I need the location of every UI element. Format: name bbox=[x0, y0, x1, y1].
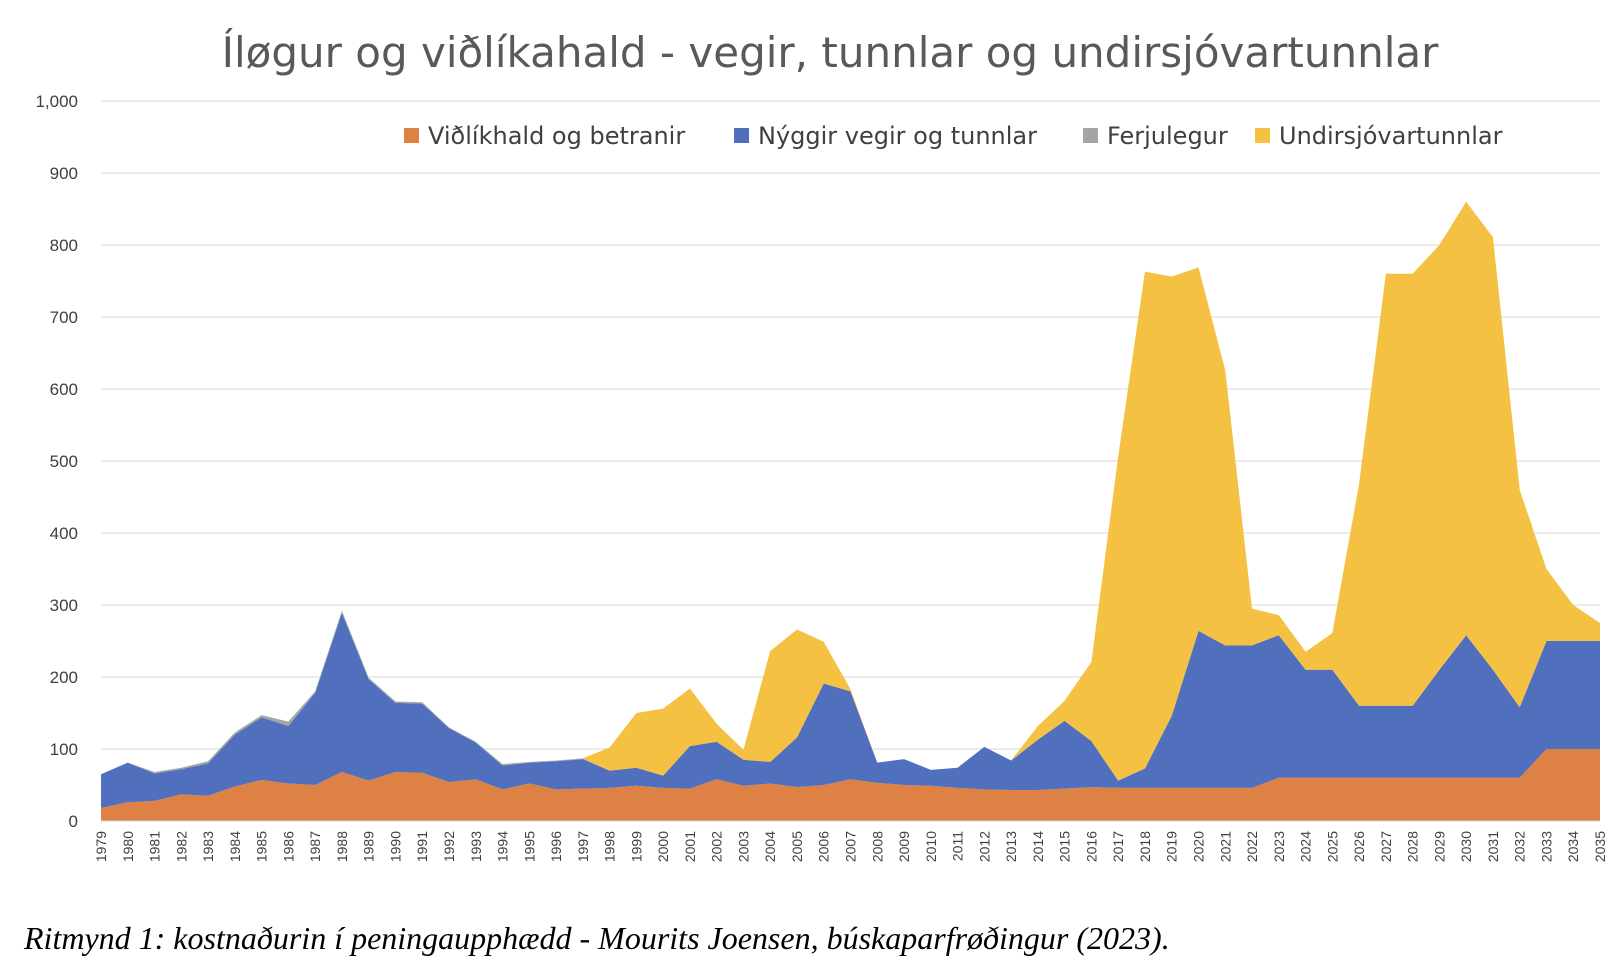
x-tick-label: 2008 bbox=[869, 831, 885, 862]
x-tick-label: 2025 bbox=[1324, 831, 1340, 862]
x-tick-label: 1980 bbox=[120, 831, 136, 862]
x-tick-label: 2014 bbox=[1030, 831, 1046, 862]
axes: 0 100 200 300 400 500 600 700 800 900 1,000 1979 198… bbox=[35, 92, 1608, 862]
x-tick-label: 2013 bbox=[1003, 831, 1019, 862]
area-vi-l-khald-og-betranir bbox=[101, 749, 1600, 821]
y-tick-label: 700 bbox=[50, 308, 78, 327]
area-series bbox=[101, 201, 1600, 821]
x-tick-label: 2021 bbox=[1217, 831, 1233, 862]
x-tick-label: 1994 bbox=[495, 831, 511, 862]
x-tick-label: 1992 bbox=[441, 831, 457, 862]
x-tick-label: 1995 bbox=[521, 831, 537, 862]
y-tick-label: 400 bbox=[50, 524, 78, 543]
y-tick-label: 1,000 bbox=[35, 92, 78, 111]
x-tick-label: 1987 bbox=[307, 831, 323, 862]
y-tick-label: 900 bbox=[50, 164, 78, 183]
legend-label: Viðlíkhald og betranir bbox=[428, 122, 685, 150]
x-tick-label: 2032 bbox=[1512, 831, 1528, 862]
x-tick-label: 2018 bbox=[1137, 831, 1153, 862]
x-tick-label: 1998 bbox=[602, 831, 618, 862]
x-tick-label: 2022 bbox=[1244, 831, 1260, 862]
x-tick-label: 2024 bbox=[1298, 831, 1314, 862]
x-tick-label: 2019 bbox=[1164, 831, 1180, 862]
x-tick-label: 2029 bbox=[1431, 831, 1447, 862]
x-tick-label: 2028 bbox=[1405, 831, 1421, 862]
x-tick-label: 1982 bbox=[173, 831, 189, 862]
x-tick-label: 2017 bbox=[1110, 831, 1126, 862]
y-tick-label: 0 bbox=[69, 812, 78, 831]
y-tick-label: 200 bbox=[50, 668, 78, 687]
area-n-ggir-vegir-og-tunnlar bbox=[101, 612, 1600, 809]
x-tick-label: 1993 bbox=[468, 831, 484, 862]
legend: Viðlíkhald og betranir Nýggir vegir og tu… bbox=[404, 122, 1503, 150]
x-tick-label: 1996 bbox=[548, 831, 564, 862]
x-tick-label: 2009 bbox=[896, 831, 912, 862]
y-tick-label: 600 bbox=[50, 380, 78, 399]
figure-caption: Ritmynd 1: kostnaðurin í peningaupphædd … bbox=[24, 920, 1170, 956]
x-tick-label: 2035 bbox=[1592, 831, 1608, 862]
legend-swatch bbox=[1083, 128, 1098, 143]
legend-label: Nýggir vegir og tunnlar bbox=[758, 122, 1037, 150]
x-tick-label: 2034 bbox=[1565, 831, 1581, 862]
x-tick-label: 2016 bbox=[1083, 831, 1099, 862]
legend-swatch bbox=[734, 128, 749, 143]
x-tick-label: 2027 bbox=[1378, 831, 1394, 862]
y-tick-label: 500 bbox=[50, 452, 78, 471]
y-tick-label: 800 bbox=[50, 236, 78, 255]
x-tick-label: 2000 bbox=[655, 831, 671, 862]
x-tick-label: 1979 bbox=[93, 831, 109, 862]
y-tick-label: 300 bbox=[50, 596, 78, 615]
x-tick-label: 2026 bbox=[1351, 831, 1367, 862]
x-tick-label: 1990 bbox=[387, 831, 403, 862]
legend-label: Ferjulegur bbox=[1107, 122, 1228, 150]
x-tick-label: 2030 bbox=[1458, 831, 1474, 862]
x-tick-label: 2033 bbox=[1538, 831, 1554, 862]
x-tick-label: 2020 bbox=[1190, 831, 1206, 862]
x-tick-label: 2005 bbox=[789, 831, 805, 862]
legend-swatch bbox=[404, 128, 419, 143]
x-tick-label: 1984 bbox=[227, 831, 243, 862]
x-tick-label: 2011 bbox=[950, 831, 966, 861]
legend-swatch bbox=[1255, 128, 1270, 143]
x-tick-label: 2001 bbox=[682, 831, 698, 862]
x-tick-label: 2010 bbox=[923, 831, 939, 862]
x-tick-label: 1997 bbox=[575, 831, 591, 862]
x-tick-label: 2031 bbox=[1485, 831, 1501, 862]
chart-title: Íløgur og viðlíkahald - vegir, tunnlar o… bbox=[222, 27, 1440, 77]
x-tick-label: 2002 bbox=[709, 831, 725, 862]
x-tick-label: 1986 bbox=[280, 831, 296, 862]
area-undirsj-vartunnlar bbox=[101, 201, 1600, 781]
x-tick-label: 1988 bbox=[334, 831, 350, 862]
y-tick-label: 100 bbox=[50, 740, 78, 759]
x-tick-label: 1991 bbox=[414, 831, 430, 862]
x-tick-label: 2015 bbox=[1057, 831, 1073, 862]
x-tick-label: 1985 bbox=[254, 831, 270, 862]
x-tick-label: 1989 bbox=[361, 831, 377, 862]
x-tick-label: 1999 bbox=[628, 831, 644, 862]
x-tick-label: 2012 bbox=[976, 831, 992, 862]
x-tick-label: 2023 bbox=[1271, 831, 1287, 862]
x-tick-label: 2004 bbox=[762, 831, 778, 862]
x-tick-label: 2003 bbox=[735, 831, 751, 862]
x-tick-label: 2006 bbox=[816, 831, 832, 862]
x-tick-label: 1981 bbox=[147, 831, 163, 862]
x-tick-label: 2007 bbox=[843, 831, 859, 862]
legend-label: Undirsjóvartunnlar bbox=[1279, 122, 1503, 150]
x-tick-label: 1983 bbox=[200, 831, 216, 862]
